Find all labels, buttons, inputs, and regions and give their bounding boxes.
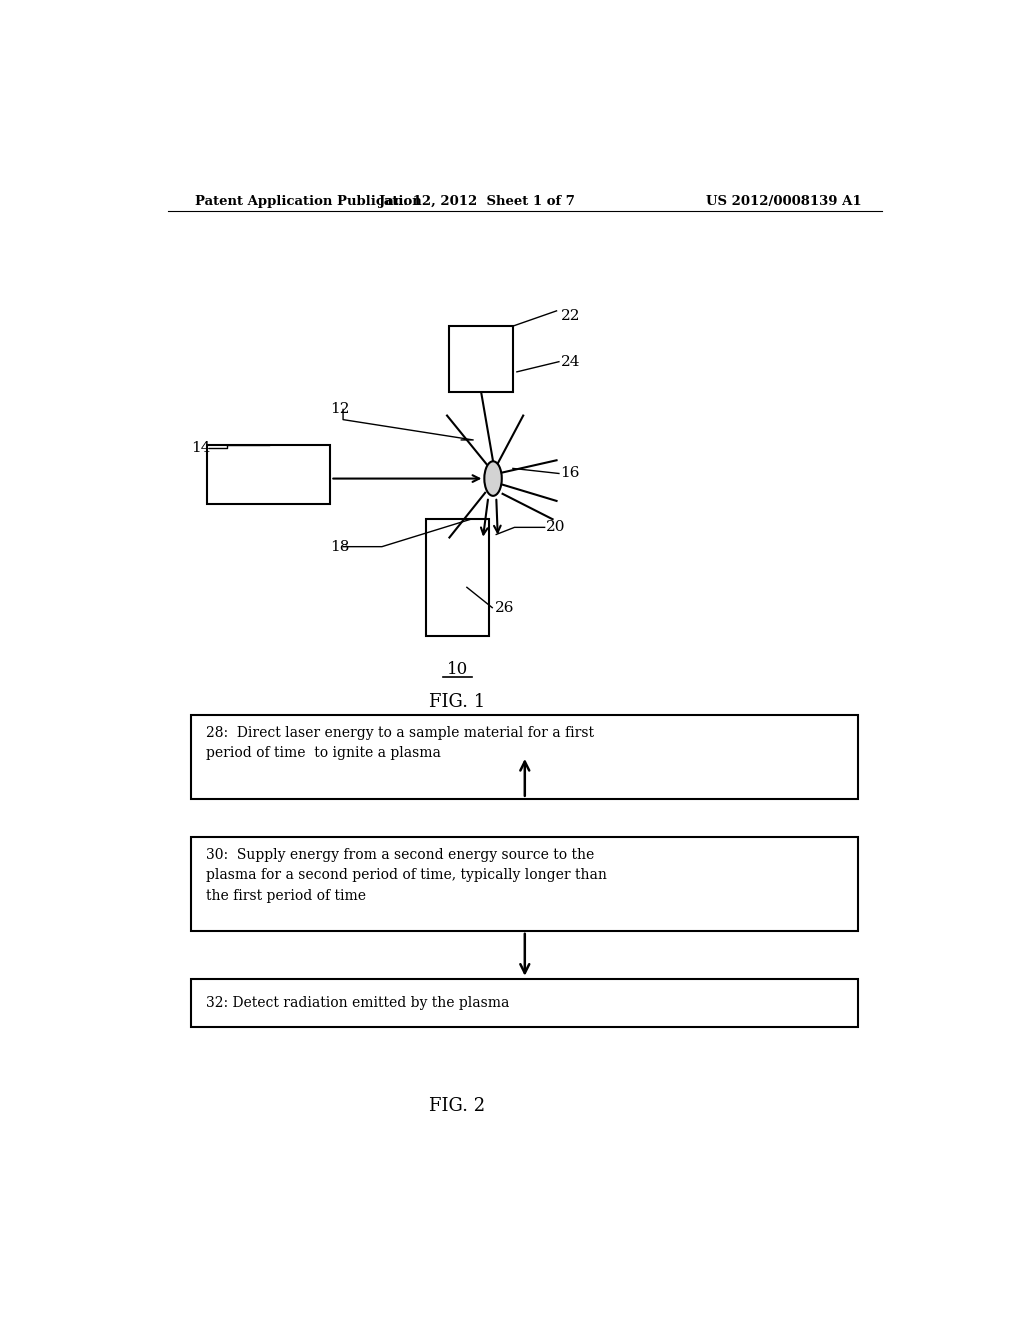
Ellipse shape	[484, 461, 502, 496]
Text: FIG. 2: FIG. 2	[429, 1097, 485, 1114]
Bar	[450, 326, 513, 392]
Text: 28:  Direct laser energy to a sample material for a first
period of time  to ign: 28: Direct laser energy to a sample mate…	[206, 726, 594, 760]
Text: US 2012/0008139 A1: US 2012/0008139 A1	[707, 194, 862, 207]
Text: Patent Application Publication: Patent Application Publication	[196, 194, 422, 207]
Text: Jan. 12, 2012  Sheet 1 of 7: Jan. 12, 2012 Sheet 1 of 7	[379, 194, 575, 207]
Bar	[191, 978, 858, 1027]
Text: 30:  Supply energy from a second energy source to the
plasma for a second period: 30: Supply energy from a second energy s…	[206, 847, 606, 903]
Text: 10: 10	[446, 661, 468, 678]
Text: 26: 26	[495, 601, 514, 615]
Text: 20: 20	[546, 520, 565, 535]
Text: 32: Detect radiation emitted by the plasma: 32: Detect radiation emitted by the plas…	[206, 997, 509, 1010]
Bar	[207, 445, 331, 504]
Text: 24: 24	[560, 355, 580, 368]
Text: 16: 16	[560, 466, 580, 480]
Bar	[191, 837, 858, 931]
Bar	[426, 519, 489, 636]
Text: 14: 14	[191, 441, 211, 455]
Text: 18: 18	[331, 540, 350, 553]
Bar	[191, 715, 858, 799]
Text: FIG. 1: FIG. 1	[429, 693, 485, 711]
Text: 12: 12	[331, 403, 350, 416]
Text: 22: 22	[560, 309, 580, 323]
